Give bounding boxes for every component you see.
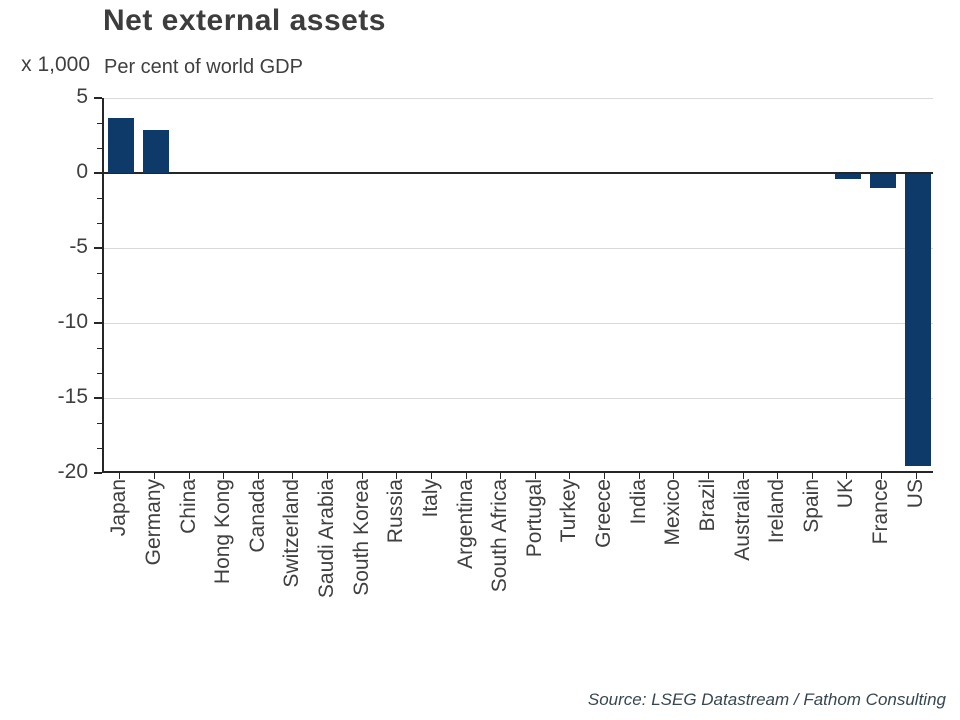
bar-france (870, 174, 897, 188)
y-axis-major-tick (94, 397, 102, 399)
y-axis-major-tick (94, 247, 102, 249)
x-axis-tick (430, 473, 432, 479)
y-axis-minor-tick (97, 348, 102, 349)
x-axis-label-brazil: Brazil (695, 479, 719, 532)
bar-uk (835, 174, 862, 179)
x-axis-label-switzerland: Switzerland (280, 479, 304, 588)
y-axis-tick-label: -5 (69, 235, 88, 259)
x-axis-tick (188, 473, 190, 479)
gridline (104, 248, 933, 249)
x-axis-label-france: France (869, 479, 893, 545)
x-axis-label-hong-kong: Hong Kong (211, 479, 235, 585)
x-axis-tick (777, 473, 779, 479)
x-axis-label-greece: Greece (592, 479, 616, 548)
x-axis-tick (915, 473, 917, 479)
y-axis-major-tick (94, 172, 102, 174)
y-axis-major-tick (94, 322, 102, 324)
y-axis-minor-tick (97, 223, 102, 224)
x-axis-label-portugal: Portugal (522, 479, 546, 558)
x-axis-tick (534, 473, 536, 479)
x-axis-label-spain: Spain (799, 479, 823, 533)
y-axis-tick-label: 5 (76, 85, 88, 109)
gridline (104, 398, 933, 399)
gridline (104, 98, 933, 99)
y-axis-tick-label: -10 (57, 310, 88, 334)
x-axis-tick (811, 473, 813, 479)
source-attribution: Source: LSEG Datastream / Fathom Consult… (587, 690, 946, 709)
x-axis-tick (327, 473, 329, 479)
x-axis-label-russia: Russia (384, 479, 408, 544)
y-axis-minor-tick (97, 423, 102, 424)
x-axis-tick (846, 473, 848, 479)
y-axis-minor-tick (97, 123, 102, 124)
x-axis-tick (673, 473, 675, 479)
x-axis-tick (500, 473, 502, 479)
y-axis-minor-tick (97, 273, 102, 274)
x-axis-tick (223, 473, 225, 479)
zero-axis-line (104, 172, 933, 174)
x-axis-label-south-africa: South Africa (488, 479, 512, 593)
gridline (104, 323, 933, 324)
x-axis-tick (465, 473, 467, 479)
x-axis-tick (292, 473, 294, 479)
chart-subtitle: Per cent of world GDP (104, 56, 303, 78)
x-axis-label-india: India (626, 479, 650, 525)
bar-japan (108, 117, 135, 173)
x-axis-label-china: China (176, 479, 200, 534)
x-axis-label-japan: Japan (107, 479, 131, 537)
y-axis-minor-tick (97, 448, 102, 449)
x-axis-label-germany: Germany (141, 479, 165, 566)
plot-area (102, 98, 933, 473)
y-axis-minor-tick (97, 148, 102, 149)
y-axis-major-tick (94, 472, 102, 474)
x-axis-label-us: US (903, 479, 927, 509)
x-axis-tick (742, 473, 744, 479)
x-axis-tick (119, 473, 121, 479)
x-axis-label-australia: Australia (730, 479, 754, 561)
x-axis-label-turkey: Turkey (557, 479, 581, 543)
x-axis-tick (569, 473, 571, 479)
bar-germany (142, 129, 169, 173)
x-axis-tick (638, 473, 640, 479)
x-axis-label-italy: Italy (418, 479, 442, 518)
x-axis-label-ireland: Ireland (765, 479, 789, 544)
y-axis-minor-tick (97, 373, 102, 374)
x-axis-label-saudi-arabia: Saudi Arabia (315, 479, 339, 599)
x-axis-tick (881, 473, 883, 479)
y-axis-tick-label: 0 (76, 160, 88, 184)
y-axis-minor-tick (97, 198, 102, 199)
x-axis-tick (361, 473, 363, 479)
x-axis-label-canada: Canada (245, 479, 269, 553)
y-axis-tick-label: -15 (57, 385, 88, 409)
x-axis-label-uk: UK (834, 479, 858, 509)
chart-title: Net external assets (103, 4, 386, 37)
y-axis-tick-label: -20 (57, 460, 88, 484)
y-axis-minor-tick (97, 298, 102, 299)
x-axis-label-mexico: Mexico (661, 479, 685, 546)
x-axis-tick (153, 473, 155, 479)
x-axis-tick (257, 473, 259, 479)
y-axis-multiplier-label: x 1,000 (21, 53, 90, 76)
x-axis-label-argentina: Argentina (453, 479, 477, 569)
x-axis-tick (604, 473, 606, 479)
y-axis-major-tick (94, 97, 102, 99)
bar-us (904, 174, 931, 466)
x-axis-tick (396, 473, 398, 479)
x-axis-label-south-korea: South Korea (349, 479, 373, 596)
x-axis-tick (707, 473, 709, 479)
